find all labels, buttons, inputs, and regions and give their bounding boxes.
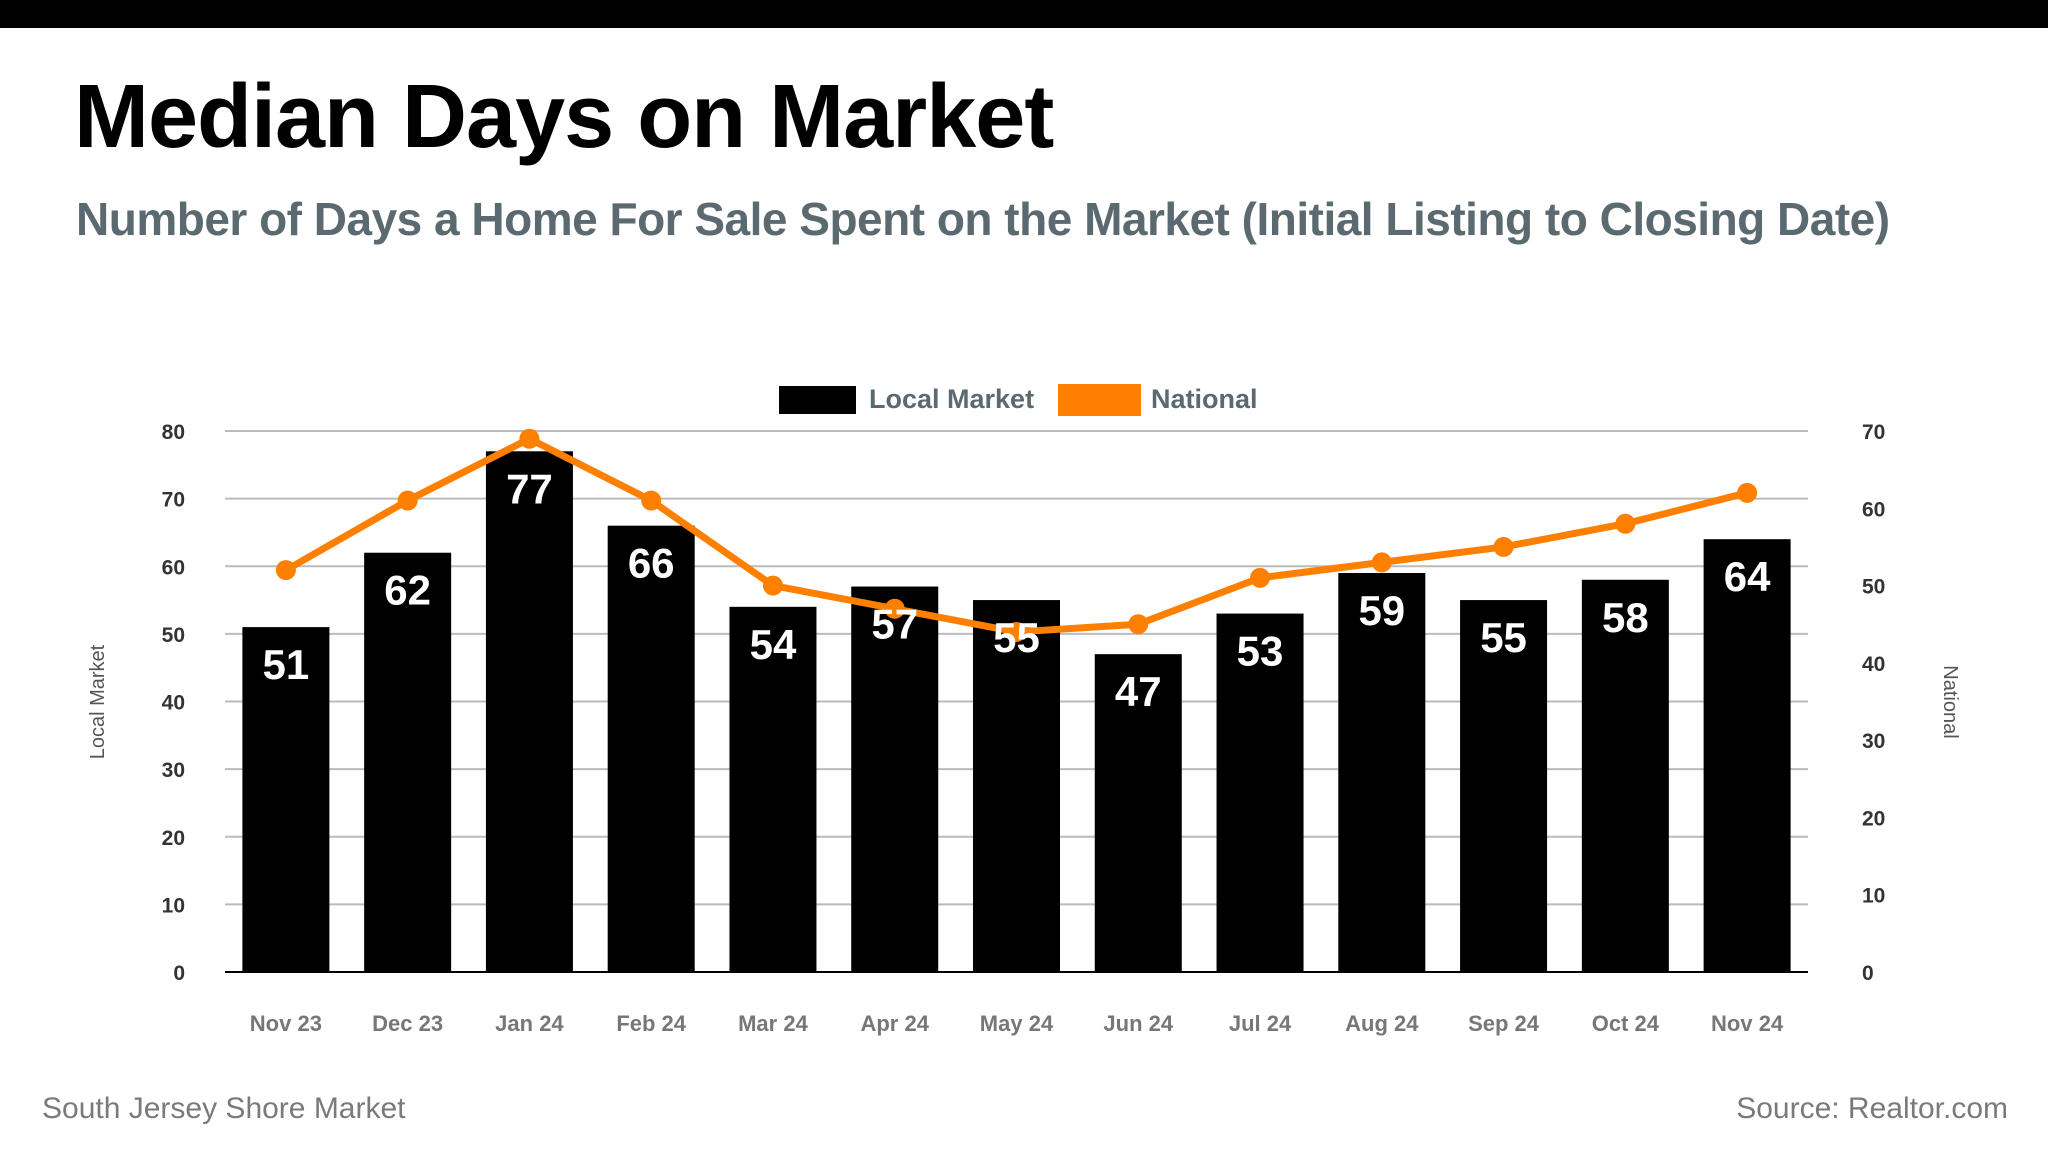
y-tick-label: 20: [162, 827, 185, 850]
point-national: [884, 598, 905, 619]
bar-local-market: [973, 600, 1060, 972]
y2-axis-title: National: [1939, 665, 1961, 738]
top-bar: [0, 0, 2048, 28]
x-tick-label: Nov 24: [1711, 1011, 1784, 1036]
point-national: [641, 490, 662, 511]
y2-tick-label: 70: [1862, 421, 1885, 444]
y-tick-label: 80: [162, 421, 185, 444]
point-national: [1128, 614, 1149, 635]
legend-swatch-local-market: [779, 386, 856, 414]
point-national: [1493, 536, 1514, 557]
bar-local-market: [1460, 600, 1548, 972]
bar-data-label: 59: [1358, 587, 1405, 634]
bar-data-label: 47: [1115, 668, 1162, 715]
bar-local-market: [851, 586, 939, 972]
page-subtitle: Number of Days a Home For Sale Spent on …: [76, 193, 1890, 245]
point-national: [1250, 567, 1271, 588]
y2-tick-label: 20: [1862, 807, 1885, 830]
point-national: [762, 575, 783, 596]
bar-local-market: [607, 525, 695, 972]
y2-tick-label: 0: [1862, 962, 1874, 985]
bar-data-label: 66: [628, 540, 675, 587]
y-tick-label: 40: [162, 692, 185, 715]
x-tick-label: Oct 24: [1592, 1011, 1660, 1036]
y2-tick-label: 40: [1862, 653, 1885, 676]
y-tick-label: 30: [162, 759, 185, 782]
bar-local-market: [364, 552, 452, 972]
x-tick-label: May 24: [980, 1011, 1054, 1036]
x-tick-label: Mar 24: [738, 1011, 808, 1036]
y-axis-title: Local Market: [87, 644, 109, 759]
legend-label-national: National: [1151, 384, 1258, 414]
bar-data-label: 54: [750, 621, 797, 668]
point-national: [519, 428, 540, 449]
y-tick-label: 70: [162, 489, 185, 512]
bar-local-market: [485, 451, 573, 973]
bar-data-label: 57: [871, 601, 918, 648]
point-national: [1371, 552, 1392, 573]
point-national: [1737, 482, 1758, 503]
bar-local-market: [1338, 573, 1426, 972]
bar-local-market: [729, 606, 817, 972]
source-label: Source: Realtor.com: [1736, 1092, 2008, 1125]
point-national: [1006, 621, 1027, 642]
market-label: South Jersey Shore Market: [42, 1092, 406, 1125]
bar-data-label: 64: [1724, 553, 1771, 600]
x-tick-label: Sep 24: [1468, 1011, 1540, 1036]
y2-tick-label: 30: [1862, 730, 1885, 753]
y-tick-label: 0: [173, 962, 185, 985]
y2-tick-label: 60: [1862, 498, 1885, 521]
bar-data-label: 53: [1237, 628, 1284, 675]
page-title: Median Days on Market: [74, 67, 1054, 167]
bar-local-market: [242, 627, 330, 972]
bar-local-market: [1094, 654, 1182, 972]
bar-data-label: 55: [993, 614, 1040, 661]
legend-label-local-market: Local Market: [869, 384, 1034, 414]
y-tick-label: 60: [162, 556, 185, 579]
bar-data-label: 77: [506, 465, 553, 512]
point-national: [1615, 513, 1636, 534]
x-tick-label: Feb 24: [616, 1011, 686, 1036]
x-tick-label: Jan 24: [495, 1011, 564, 1036]
bar-local-market: [1581, 579, 1669, 972]
bar-local-market: [1703, 539, 1791, 972]
x-tick-label: Jun 24: [1103, 1011, 1173, 1036]
legend-swatch-national: [1058, 384, 1141, 416]
bar-local-market: [1216, 613, 1304, 972]
point-national: [397, 490, 418, 511]
x-tick-label: Nov 23: [250, 1011, 322, 1036]
y2-tick-label: 10: [1862, 885, 1885, 908]
y2-tick-label: 50: [1862, 576, 1885, 599]
bar-data-label: 51: [263, 641, 310, 688]
point-national: [275, 560, 296, 581]
x-tick-label: Aug 24: [1345, 1011, 1419, 1036]
bar-data-label: 55: [1480, 614, 1527, 661]
bar-data-label: 62: [384, 567, 431, 614]
x-tick-label: Apr 24: [860, 1011, 929, 1036]
y-tick-label: 50: [162, 624, 185, 647]
x-tick-label: Jul 24: [1229, 1011, 1292, 1036]
x-tick-label: Dec 23: [372, 1011, 443, 1036]
bar-data-label: 58: [1602, 594, 1649, 641]
y-tick-label: 10: [162, 894, 185, 917]
